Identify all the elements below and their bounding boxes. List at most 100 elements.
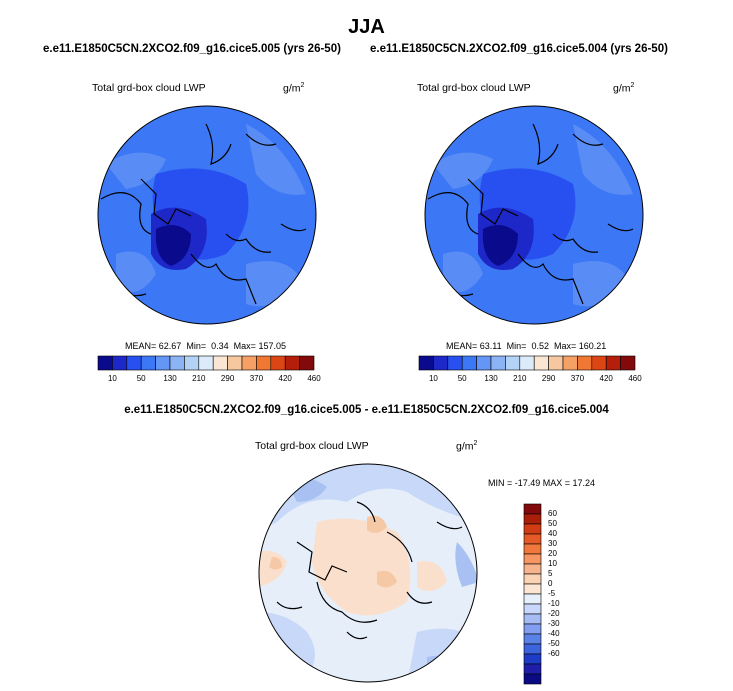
panel1-colorbar-swatch: [112, 355, 128, 371]
diff-colorbar-swatch: [523, 623, 542, 635]
diff-colorbar-tick-label: 10: [548, 559, 557, 568]
panel2-colorbar-swatch: [519, 355, 535, 371]
panel2-colorbar-tick-label: 50: [457, 374, 467, 383]
diff-colorbar-tick-label: 60: [548, 509, 557, 518]
panel2-colorbar-swatch: [490, 355, 506, 371]
diff-colorbar-swatch: [523, 563, 542, 575]
panel1-colorbar-tick-label: 130: [163, 374, 177, 383]
diff-colorbar-tick-label: -5: [548, 589, 556, 598]
panel2-colorbar-tick-label: 130: [484, 374, 498, 383]
diff-colorbar-swatch: [523, 653, 542, 665]
panel1-colorbar-tick-label: 210: [192, 374, 206, 383]
panel1-colorbar-swatch: [284, 355, 300, 371]
panel2-colorbar-tick-label: 10: [428, 374, 438, 383]
diff-colorbar-tick-label: -10: [548, 599, 560, 608]
panel1-stats: MEAN= 62.67 Min= 0.34 Max= 157.05: [125, 341, 286, 351]
panel1-colorbar-swatch: [256, 355, 272, 371]
figure-title: JJA: [348, 16, 385, 38]
panel1-colorbar-tick-label: 420: [278, 374, 292, 383]
panel2-colorbar-tick-label: 460: [628, 374, 642, 383]
panel1-variable-label: Total grd-box cloud LWP: [92, 82, 206, 94]
panel1-colorbar-tick-label: 290: [220, 374, 235, 383]
diff-colorbar-swatch: [523, 593, 542, 605]
panel1-colorbar-tick-label: 370: [249, 374, 264, 383]
panel2-colorbar-swatch: [433, 355, 449, 371]
panel1-colorbar-swatch: [97, 355, 113, 371]
panel2-colorbar-labels: 10 50 130 210 290 370 420 460: [419, 374, 642, 386]
diff-colorbar: [523, 503, 542, 685]
diff-colorbar-tick-label: -50: [548, 639, 560, 648]
panel2-colorbar-swatch: [418, 355, 434, 371]
diff-colorbar-swatch: [523, 513, 542, 525]
panel2-run-title: e.e11.E1850C5CN.2XCO2.f09_g16.cice5.004 …: [370, 43, 668, 55]
diff-title: e.e11.E1850C5CN.2XCO2.f09_g16.cice5.005 …: [124, 404, 609, 416]
diff-colorbar-labels: 60 50 40 30 20 10 5 0 -5 -10 -20 -30 -40 -50 -60: [548, 504, 578, 684]
diff-colorbar-swatch: [523, 553, 542, 565]
panel2-colorbar-swatch: [577, 355, 593, 371]
diff-colorbar-swatch: [523, 663, 542, 675]
diff-variable-label: Total grd-box cloud LWP: [255, 440, 369, 452]
panel1-colorbar-swatch: [169, 355, 185, 371]
panel2-colorbar-tick-label: 420: [599, 374, 613, 383]
diff-colorbar-swatch: [523, 633, 542, 645]
panel1-colorbar-swatch: [212, 355, 228, 371]
panel2-map: [424, 105, 644, 325]
diff-map: [258, 463, 478, 683]
panel2-colorbar-tick-label: 370: [570, 374, 585, 383]
panel2-colorbar-swatch: [476, 355, 492, 371]
panel1-colorbar-swatch: [155, 355, 171, 371]
panel2-stats: MEAN= 63.11 Min= 0.52 Max= 160.21: [446, 341, 607, 351]
panel2-colorbar-swatch: [562, 355, 578, 371]
panel2-colorbar-tick-label: 290: [541, 374, 556, 383]
panel1-colorbar-swatch: [140, 355, 156, 371]
diff-units: g/m2: [456, 440, 478, 453]
diff-colorbar-tick-label: -60: [548, 649, 560, 658]
panel1-map: [97, 105, 317, 325]
diff-colorbar-swatch: [523, 503, 542, 515]
diff-colorbar-swatch: [523, 673, 542, 685]
panel2-colorbar-swatch: [533, 355, 549, 371]
diff-colorbar-tick-label: 30: [548, 539, 557, 548]
diff-colorbar-swatch: [523, 533, 542, 545]
panel2-colorbar: [418, 355, 636, 371]
panel2-colorbar-swatch: [591, 355, 607, 371]
panel2-colorbar-swatch: [447, 355, 463, 371]
diff-colorbar-tick-label: -30: [548, 619, 560, 628]
panel1-colorbar-tick-label: 460: [307, 374, 321, 383]
panel1-run-title: e.e11.E1850C5CN.2XCO2.f09_g16.cice5.005 …: [43, 43, 341, 55]
panel1-colorbar-tick-label: 10: [107, 374, 117, 383]
panel1-colorbar-swatch: [126, 355, 142, 371]
diff-colorbar-swatch: [523, 603, 542, 615]
diff-colorbar-swatch: [523, 643, 542, 655]
diff-colorbar-tick-label: 40: [548, 529, 557, 538]
diff-colorbar-tick-label: 0: [548, 579, 553, 588]
diff-colorbar-swatch: [523, 613, 542, 625]
diff-colorbar-tick-label: 50: [548, 519, 557, 528]
diff-colorbar-tick-label: -40: [548, 629, 560, 638]
panel1-colorbar-swatch: [299, 355, 315, 371]
panel2-units: g/m2: [613, 82, 635, 95]
panel2-colorbar-swatch: [548, 355, 564, 371]
panel1-colorbar-swatch: [184, 355, 200, 371]
diff-colorbar-tick-label: 5: [548, 569, 553, 578]
panel1-colorbar-tick-label: 50: [136, 374, 146, 383]
diff-colorbar-swatch: [523, 583, 542, 595]
panel2-colorbar-swatch: [605, 355, 621, 371]
panel1-colorbar-swatch: [241, 355, 257, 371]
panel1-colorbar: [97, 355, 315, 371]
panel2-colorbar-tick-label: 210: [513, 374, 527, 383]
diff-colorbar-swatch: [523, 543, 542, 555]
panel1-colorbar-labels: 10 50 130 210 290 370 420 460: [98, 374, 321, 386]
panel2-variable-label: Total grd-box cloud LWP: [417, 82, 531, 94]
panel1-colorbar-swatch: [227, 355, 243, 371]
panel1-colorbar-swatch: [198, 355, 214, 371]
diff-colorbar-tick-label: 20: [548, 549, 557, 558]
diff-colorbar-swatch: [523, 523, 542, 535]
diff-minmax: MIN = -17.49 MAX = 17.24: [488, 478, 596, 488]
panel2-colorbar-swatch: [505, 355, 521, 371]
panel1-colorbar-swatch: [270, 355, 286, 371]
panel2-colorbar-swatch: [461, 355, 477, 371]
panel2-colorbar-swatch: [620, 355, 636, 371]
diff-colorbar-swatch: [523, 573, 542, 585]
diff-colorbar-tick-label: -20: [548, 609, 560, 618]
